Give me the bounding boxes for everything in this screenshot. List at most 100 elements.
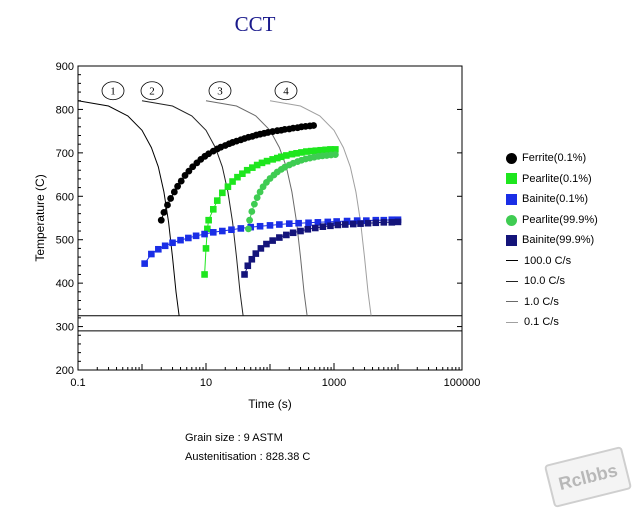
cooling-curve [269, 100, 372, 316]
y-tick-label: 900 [56, 61, 74, 73]
curve-number-ellipse [274, 81, 298, 101]
data-point [177, 236, 184, 244]
legend-label: 10.0 C/s [524, 275, 565, 288]
data-point [303, 148, 310, 155]
data-point [201, 271, 208, 278]
legend-item: 100.0 C/s [504, 251, 598, 272]
data-point [204, 225, 211, 233]
legend-label: Ferrite(0.1%) [522, 152, 587, 165]
legend-item: Bainite(99.9%) [504, 230, 598, 251]
data-point [324, 218, 332, 226]
data-point [317, 146, 325, 154]
data-point [167, 195, 175, 202]
data-point [293, 149, 300, 157]
data-point [388, 219, 396, 226]
data-point [160, 208, 168, 216]
legend-item: Pearlite(99.9%) [504, 210, 598, 231]
data-point [349, 220, 357, 228]
legend-square-marker [506, 193, 517, 205]
x-tick-label: 0.1 [70, 377, 85, 389]
data-point [357, 220, 364, 227]
curve-number: 1 [110, 86, 116, 98]
chart-legend: Ferrite(0.1%) Pearlite(0.1%) Bainite(0.1%)… [504, 148, 598, 333]
y-tick-label: 200 [56, 365, 74, 377]
data-point [269, 237, 276, 244]
legend-label: 1.0 C/s [524, 295, 559, 308]
data-point [202, 245, 210, 252]
data-point [257, 245, 265, 252]
legend-line-marker [506, 260, 518, 262]
cooling-curve [141, 100, 244, 316]
data-point [237, 225, 245, 232]
x-tick-label: 10 [200, 377, 212, 389]
data-point [141, 260, 148, 267]
data-point [219, 227, 226, 235]
data-point [289, 229, 297, 237]
data-point [327, 222, 334, 230]
data-point [164, 201, 171, 209]
data-point [353, 217, 361, 224]
curve-number: 3 [217, 86, 223, 98]
data-point [248, 208, 256, 215]
data-point [246, 216, 253, 224]
data-point [263, 240, 270, 248]
data-point [239, 170, 246, 178]
y-tick-label: 800 [56, 104, 74, 116]
data-point [319, 223, 327, 230]
curve-number-ellipse [208, 81, 232, 101]
data-point [312, 147, 320, 154]
x-tick-label: 1000 [322, 377, 346, 389]
data-point [250, 200, 258, 208]
data-point [273, 154, 281, 162]
data-point [252, 250, 260, 257]
data-point [394, 218, 402, 226]
y-tick-label: 400 [56, 278, 74, 290]
data-point [288, 150, 296, 158]
legend-circle-marker [506, 153, 517, 165]
legend-item: 10.0 C/s [504, 271, 598, 292]
legend-line-marker [506, 301, 518, 303]
data-point [322, 146, 329, 154]
austenitisation-text: Austenitisation : 828.38 C [185, 451, 311, 463]
data-point [244, 262, 252, 270]
legend-square-marker [506, 173, 517, 185]
y-axis-label: Temperature (C) [33, 174, 47, 261]
data-point [334, 221, 342, 229]
data-point [269, 156, 276, 163]
data-point [327, 146, 334, 153]
legend-label: Pearlite(0.1%) [522, 172, 592, 185]
legend-item: 1.0 C/s [504, 292, 598, 313]
legend-label: Bainite(99.9%) [522, 234, 595, 247]
y-tick-label: 500 [56, 235, 74, 247]
data-point [307, 147, 315, 155]
data-point [170, 188, 178, 196]
legend-circle-marker [506, 214, 517, 226]
legend-label: Pearlite(99.9%) [522, 213, 598, 226]
data-point [148, 250, 155, 258]
data-point [155, 245, 162, 253]
data-point [297, 227, 304, 235]
chart-title: CCT [234, 12, 276, 36]
legend-label: 0.1 C/s [524, 316, 559, 329]
legend-item: 0.1 C/s [504, 312, 598, 333]
data-point [245, 225, 252, 233]
data-point [209, 229, 217, 236]
data-point [314, 219, 322, 226]
data-point [372, 219, 380, 227]
data-point [283, 152, 290, 159]
data-point [249, 164, 256, 171]
legend-item: Bainite(0.1%) [504, 189, 598, 210]
data-point [174, 182, 182, 190]
legend-item: Pearlite(0.1%) [504, 169, 598, 190]
data-point [277, 153, 285, 161]
data-point [213, 197, 221, 204]
data-point [310, 122, 317, 129]
cooling-curve [77, 100, 180, 316]
data-point [185, 167, 193, 175]
data-point [298, 149, 305, 156]
legend-label: Bainite(0.1%) [522, 193, 589, 206]
data-point [253, 161, 261, 169]
data-point [161, 242, 169, 250]
x-axis-label: Time (s) [248, 397, 292, 411]
